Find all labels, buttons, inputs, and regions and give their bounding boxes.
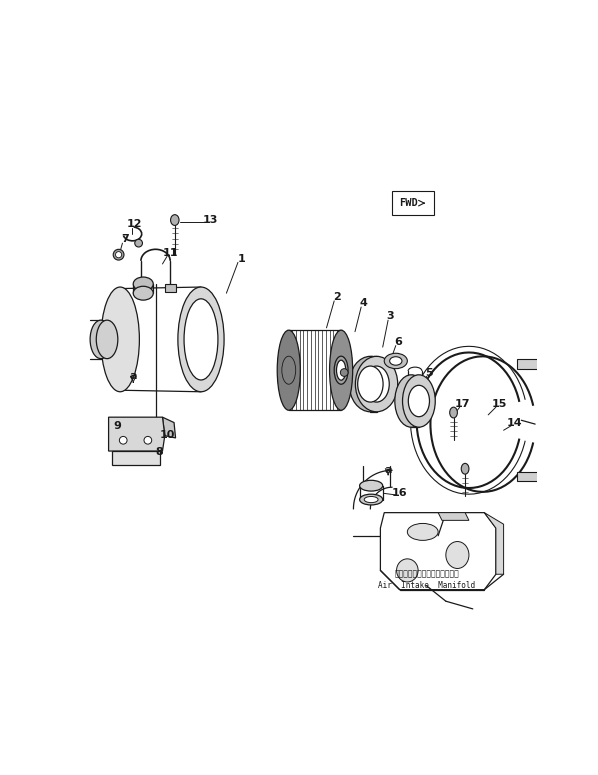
Ellipse shape	[277, 330, 300, 410]
Text: エアーインテークマニホールド: エアーインテークマニホールド	[394, 570, 459, 579]
Text: Air  Intake  Manifold: Air Intake Manifold	[378, 581, 475, 591]
Ellipse shape	[135, 239, 142, 247]
Ellipse shape	[359, 494, 383, 505]
Text: 2: 2	[332, 292, 340, 302]
Ellipse shape	[329, 330, 353, 410]
Text: 14: 14	[507, 418, 522, 428]
Text: 9: 9	[113, 421, 121, 431]
Polygon shape	[517, 472, 544, 481]
Text: 11: 11	[163, 248, 178, 258]
Ellipse shape	[101, 287, 139, 391]
Circle shape	[120, 436, 127, 444]
Polygon shape	[109, 417, 165, 451]
Ellipse shape	[96, 320, 118, 359]
Polygon shape	[380, 512, 496, 590]
Ellipse shape	[349, 356, 392, 412]
Ellipse shape	[334, 356, 348, 384]
Ellipse shape	[446, 542, 469, 569]
Polygon shape	[438, 512, 469, 520]
Ellipse shape	[385, 353, 407, 369]
Ellipse shape	[364, 366, 389, 402]
Circle shape	[340, 369, 348, 377]
Ellipse shape	[408, 385, 429, 417]
Ellipse shape	[337, 360, 346, 381]
Text: 6: 6	[394, 336, 402, 346]
Ellipse shape	[358, 366, 383, 402]
Ellipse shape	[170, 215, 179, 226]
Text: 17: 17	[455, 399, 471, 409]
Ellipse shape	[395, 375, 428, 427]
Ellipse shape	[364, 497, 378, 503]
Text: 8: 8	[155, 447, 163, 456]
Polygon shape	[484, 512, 504, 574]
Polygon shape	[517, 360, 544, 368]
Ellipse shape	[359, 480, 383, 491]
Circle shape	[113, 250, 124, 260]
Ellipse shape	[178, 287, 224, 391]
Ellipse shape	[133, 277, 153, 291]
Text: 15: 15	[492, 399, 507, 409]
Text: 16: 16	[392, 487, 407, 498]
Ellipse shape	[407, 523, 438, 540]
Ellipse shape	[133, 286, 153, 300]
Ellipse shape	[184, 299, 218, 380]
Ellipse shape	[390, 356, 402, 365]
Bar	[136, 284, 147, 291]
Text: 7: 7	[121, 234, 129, 244]
Polygon shape	[163, 417, 176, 438]
Ellipse shape	[461, 463, 469, 474]
Circle shape	[144, 436, 152, 444]
Bar	[165, 284, 176, 291]
Text: 12: 12	[126, 219, 142, 229]
Text: 13: 13	[203, 215, 218, 225]
Text: 1: 1	[238, 253, 246, 264]
Bar	[392, 191, 434, 215]
Text: 4: 4	[359, 298, 367, 308]
Ellipse shape	[355, 356, 398, 412]
Text: FWD: FWD	[399, 198, 418, 208]
Text: a: a	[385, 465, 392, 475]
Text: 10: 10	[160, 430, 175, 440]
Ellipse shape	[396, 559, 418, 582]
Ellipse shape	[90, 320, 112, 359]
Text: 5: 5	[425, 367, 433, 377]
Ellipse shape	[282, 356, 295, 384]
Text: a: a	[130, 371, 137, 381]
Polygon shape	[112, 451, 160, 465]
Text: 3: 3	[386, 312, 394, 322]
Ellipse shape	[450, 407, 457, 418]
Ellipse shape	[402, 375, 435, 427]
Circle shape	[115, 252, 121, 258]
